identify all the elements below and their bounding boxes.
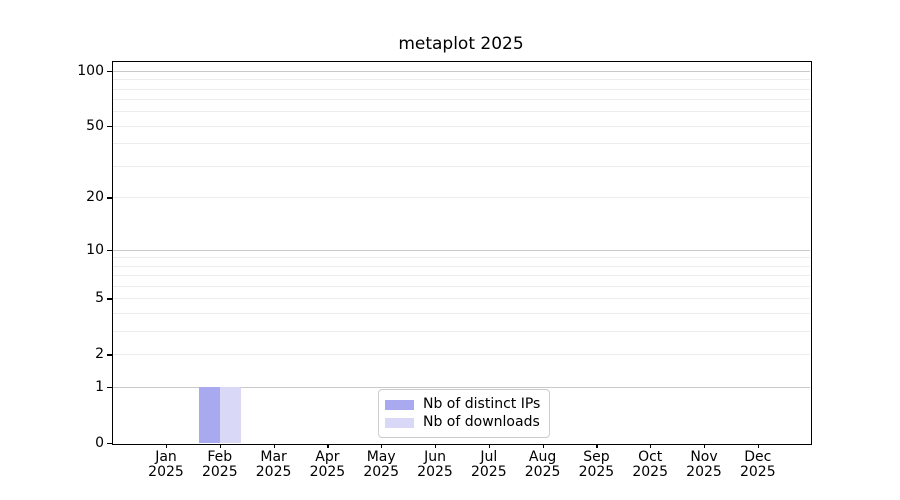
legend-swatch-downloads-icon: [385, 417, 414, 428]
x-tick-month: Jul: [480, 449, 498, 465]
x-tick-label: Jan 2025: [136, 450, 196, 480]
x-tick-label: Sep 2025: [566, 450, 626, 480]
x-tick-month: Apr: [315, 449, 340, 465]
legend: Nb of distinct IPs Nb of downloads: [378, 389, 551, 438]
legend-item-distinct-ips: Nb of distinct IPs: [385, 397, 540, 412]
gridline-minor: [112, 298, 810, 300]
gridline-minor: [112, 197, 810, 199]
bar-nb-of-downloads: [219, 387, 241, 443]
x-tick-label: Dec 2025: [728, 450, 788, 480]
x-tick-year: 2025: [632, 464, 668, 480]
x-tick-label: Apr 2025: [297, 450, 357, 480]
y-tick-label: 10: [86, 241, 104, 258]
gridline-major: [112, 387, 810, 389]
x-tick-year: 2025: [201, 464, 238, 480]
gridline-minor: [112, 143, 810, 145]
y-tick-mark: [107, 443, 112, 445]
x-tick-month: Feb: [207, 449, 233, 465]
x-tick-year: 2025: [470, 464, 507, 480]
gridline-minor: [112, 257, 810, 259]
x-tick-year: 2025: [309, 464, 346, 480]
x-tick-mark: [704, 444, 706, 448]
x-tick-year: 2025: [578, 464, 615, 480]
gridline-major: [112, 249, 810, 251]
x-tick-year: 2025: [686, 464, 722, 480]
y-tick-label: 100: [77, 62, 104, 79]
x-tick-mark: [542, 444, 544, 448]
x-tick-mark: [273, 444, 275, 448]
gridline-minor: [112, 354, 810, 356]
x-tick-mark: [757, 444, 759, 448]
gridline-minor: [112, 99, 810, 101]
bar-nb-of-distinct-ips: [198, 387, 220, 443]
y-tick-mark: [107, 354, 112, 356]
x-tick-label: May 2025: [351, 450, 411, 480]
y-tick-label: 20: [86, 189, 104, 206]
x-tick-mark: [596, 444, 598, 448]
x-tick-label: Jun 2025: [405, 450, 465, 480]
y-tick-label: 0: [95, 435, 104, 451]
x-tick-year: 2025: [363, 464, 399, 480]
x-tick-month: Mar: [260, 449, 287, 465]
x-tick-label: Jul 2025: [459, 450, 519, 480]
gridline-minor: [112, 111, 810, 113]
gridline-minor: [112, 331, 810, 333]
y-tick-mark: [107, 249, 112, 251]
x-tick-label: Feb 2025: [190, 450, 250, 480]
x-tick-mark: [435, 444, 437, 448]
legend-label-distinct-ips: Nb of distinct IPs: [423, 396, 541, 412]
legend-item-downloads: Nb of downloads: [385, 415, 540, 430]
gridline-minor: [112, 166, 810, 168]
x-tick-year: 2025: [739, 464, 776, 480]
legend-label-downloads: Nb of downloads: [423, 414, 540, 430]
gridline-minor: [112, 125, 810, 127]
gridline-minor: [112, 265, 810, 267]
x-tick-month: Jun: [424, 449, 446, 465]
x-tick-month: Nov: [690, 449, 718, 465]
x-tick-mark: [327, 444, 329, 448]
x-tick-mark: [166, 444, 168, 448]
gridline-minor: [112, 286, 810, 288]
x-tick-label: Nov 2025: [674, 450, 734, 480]
x-tick-label: Mar 2025: [244, 450, 304, 480]
x-tick-year: 2025: [148, 464, 184, 480]
gridline-minor: [112, 313, 810, 315]
y-tick-mark: [107, 125, 112, 128]
gridline-minor: [112, 275, 810, 277]
y-tick-mark: [107, 298, 112, 300]
y-tick-mark: [107, 70, 112, 72]
x-tick-month: Sep: [583, 449, 610, 465]
x-tick-month: Dec: [744, 449, 772, 465]
gridline-minor: [112, 79, 810, 81]
gridline-major: [112, 70, 810, 72]
x-tick-month: May: [366, 449, 396, 465]
x-tick-month: Aug: [528, 449, 557, 465]
x-tick-year: 2025: [255, 464, 292, 480]
x-tick-mark: [381, 444, 383, 448]
y-tick-mark: [107, 197, 112, 199]
x-tick-month: Jan: [155, 449, 177, 465]
gridline-minor: [112, 88, 810, 90]
x-tick-year: 2025: [417, 464, 453, 480]
y-tick-label: 1: [95, 379, 104, 396]
y-tick-label: 5: [95, 290, 104, 307]
x-tick-mark: [488, 444, 490, 448]
x-tick-mark: [650, 444, 652, 448]
x-tick-year: 2025: [524, 464, 561, 480]
x-tick-label: Aug 2025: [513, 450, 573, 480]
legend-swatch-distinct-ips-icon: [385, 399, 414, 410]
x-tick-mark: [219, 444, 221, 448]
x-tick-month: Oct: [638, 449, 663, 465]
chart-title: metaplot 2025: [398, 34, 524, 54]
x-tick-label: Oct 2025: [620, 450, 680, 480]
y-tick-label: 50: [86, 117, 104, 134]
y-tick-label: 2: [95, 346, 104, 363]
y-tick-mark: [107, 387, 112, 389]
